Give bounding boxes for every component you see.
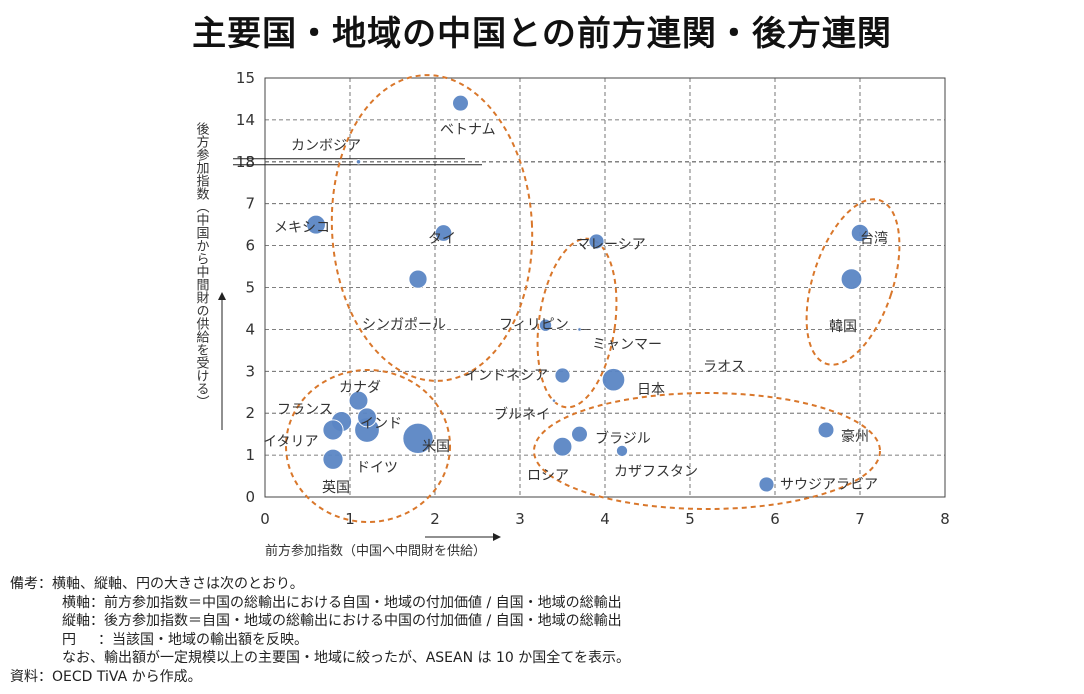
point-label: フィリピン [499, 317, 569, 333]
x-tick-label: 8 [940, 510, 950, 528]
data-point [402, 422, 434, 455]
x-tick-label: 1 [345, 510, 355, 528]
note-x-text: ：前方参加指数＝中国の総輸出における自国・地域の付加価値 / 自国・地域の総輸出 [90, 594, 622, 611]
note-row-y: 縦軸 ：後方参加指数＝自国・地域の総輸出における中国の付加価値 / 自国・地域の… [10, 612, 630, 631]
data-point [538, 318, 553, 332]
y-tick-label: 2 [245, 404, 255, 422]
note-asean-text: なお、輸出額が一定規模以上の主要国・地域に絞ったが、ASEAN は 10 か国全… [62, 650, 630, 667]
point-label: 韓国 [829, 319, 857, 335]
note-source-text: OECD TiVA から作成。 [52, 668, 202, 685]
point-label: ドイツ [356, 460, 398, 476]
note-row-circle: 円 ：当該国・地域の輸出額を反映。 [10, 631, 630, 650]
group-ellipse [330, 74, 534, 382]
y-tick-label: 13 [236, 153, 255, 171]
point-label: 米国 [422, 439, 450, 455]
note-y-text: ：後方参加指数＝自国・地域の総輸出における中国の付加価値 / 自国・地域の総輸出 [90, 613, 622, 630]
x-tick-label: 5 [685, 510, 695, 528]
data-point [817, 421, 835, 439]
note-row-source: 資料： OECD TiVA から作成。 [10, 668, 630, 687]
point-label: カザフスタン [614, 464, 698, 480]
y-tick-label: 8 [245, 153, 255, 171]
point-label: イタリア [263, 434, 318, 450]
point-label: 日本 [637, 382, 665, 398]
group-ellipse [533, 392, 881, 510]
y-tick-label: 7 [245, 195, 255, 213]
note-biko-intro: 横軸、縦軸、円の大きさは次のとおり。 [52, 576, 304, 592]
notes-block: 備考： 横軸、縦軸、円の大きさは次のとおり。 横軸 ：前方参加指数＝中国の総輸出… [10, 575, 630, 687]
point-label: マレーシア [576, 237, 646, 253]
point-label: ラオス [703, 359, 745, 375]
data-point [601, 367, 626, 392]
x-axis-label: 前方参加指数（中国へ中間財を供給） [265, 543, 486, 559]
data-point [551, 398, 557, 403]
y-tick-label: 14 [236, 111, 255, 129]
point-label: ブルネイ [494, 406, 550, 423]
data-point [322, 419, 344, 441]
data-point [554, 367, 571, 384]
point-label: メキシコ [274, 220, 330, 236]
x-axis-arrowhead [493, 533, 501, 541]
group-ellipse [536, 237, 618, 409]
point-label: シンガポール [362, 317, 446, 333]
data-point [552, 436, 573, 457]
y-tick-label: 4 [245, 320, 255, 338]
note-row-biko: 備考： 横軸、縦軸、円の大きさは次のとおり。 [10, 575, 630, 594]
point-label: インド [360, 416, 402, 432]
data-point [452, 94, 469, 112]
note-row-asean: なお、輸出額が一定規模以上の主要国・地域に絞ったが、ASEAN は 10 か国全… [10, 649, 630, 668]
y-tick-label: 6 [245, 237, 255, 255]
group-ellipse [805, 198, 901, 366]
group-ellipse [285, 369, 451, 523]
y-axis-arrowhead [218, 292, 226, 300]
note-y-label: 縦軸 [62, 613, 90, 630]
x-tick-label: 0 [260, 510, 270, 528]
y-tick-label: 5 [245, 279, 255, 297]
note-x-label: 横軸 [62, 594, 90, 611]
point-label: カナダ [339, 380, 381, 396]
data-point [571, 425, 588, 443]
page-title: 主要国・地域の中国との前方連関・後方連関 [192, 14, 892, 54]
point-label: カンボジア [291, 138, 361, 154]
y-tick-label: 3 [245, 362, 255, 380]
note-source-label: 資料： [10, 668, 52, 685]
y-tick-label: 0 [245, 488, 255, 506]
data-point [408, 269, 428, 289]
data-point [588, 233, 605, 250]
point-label: ロシア [527, 468, 569, 484]
point-label: 台湾 [860, 230, 888, 247]
point-label: ブラジル [595, 430, 651, 447]
data-point [850, 223, 870, 243]
y-axis-label: 後方参加指数（中国から中間財の供給を受ける） [194, 122, 210, 408]
point-label: フランス [277, 402, 333, 418]
x-tick-label: 6 [770, 510, 780, 528]
point-label: タイ [428, 231, 456, 247]
note-circle-text: ：当該国・地域の輸出額を反映。 [98, 631, 308, 648]
data-point [840, 268, 863, 291]
point-label: 英国 [322, 479, 350, 496]
note-biko-label: 備考： [10, 576, 52, 592]
x-tick-label: 4 [600, 510, 610, 528]
data-point [434, 224, 453, 242]
x-tick-label: 7 [855, 510, 865, 528]
point-label: ベトナム [440, 122, 496, 138]
data-point [322, 448, 344, 470]
y-tick-label: 15 [236, 69, 255, 87]
point-label: サウジアラビア [780, 477, 878, 493]
y-tick-label: 1 [245, 446, 255, 464]
data-point [355, 159, 362, 165]
data-point [306, 214, 326, 235]
note-circle-label: 円 [62, 631, 76, 648]
point-label: ミャンマー [592, 337, 662, 353]
data-point [348, 390, 369, 411]
x-tick-label: 2 [430, 510, 440, 528]
point-label: インドネシア [464, 368, 548, 384]
data-point [758, 476, 775, 493]
x-tick-label: 3 [515, 510, 525, 528]
data-point [577, 327, 582, 332]
point-label: 豪州 [841, 429, 869, 445]
note-row-x: 横軸 ：前方参加指数＝中国の総輸出における自国・地域の付加価値 / 自国・地域の… [10, 594, 630, 613]
data-point [615, 444, 629, 458]
data-point [357, 407, 377, 428]
